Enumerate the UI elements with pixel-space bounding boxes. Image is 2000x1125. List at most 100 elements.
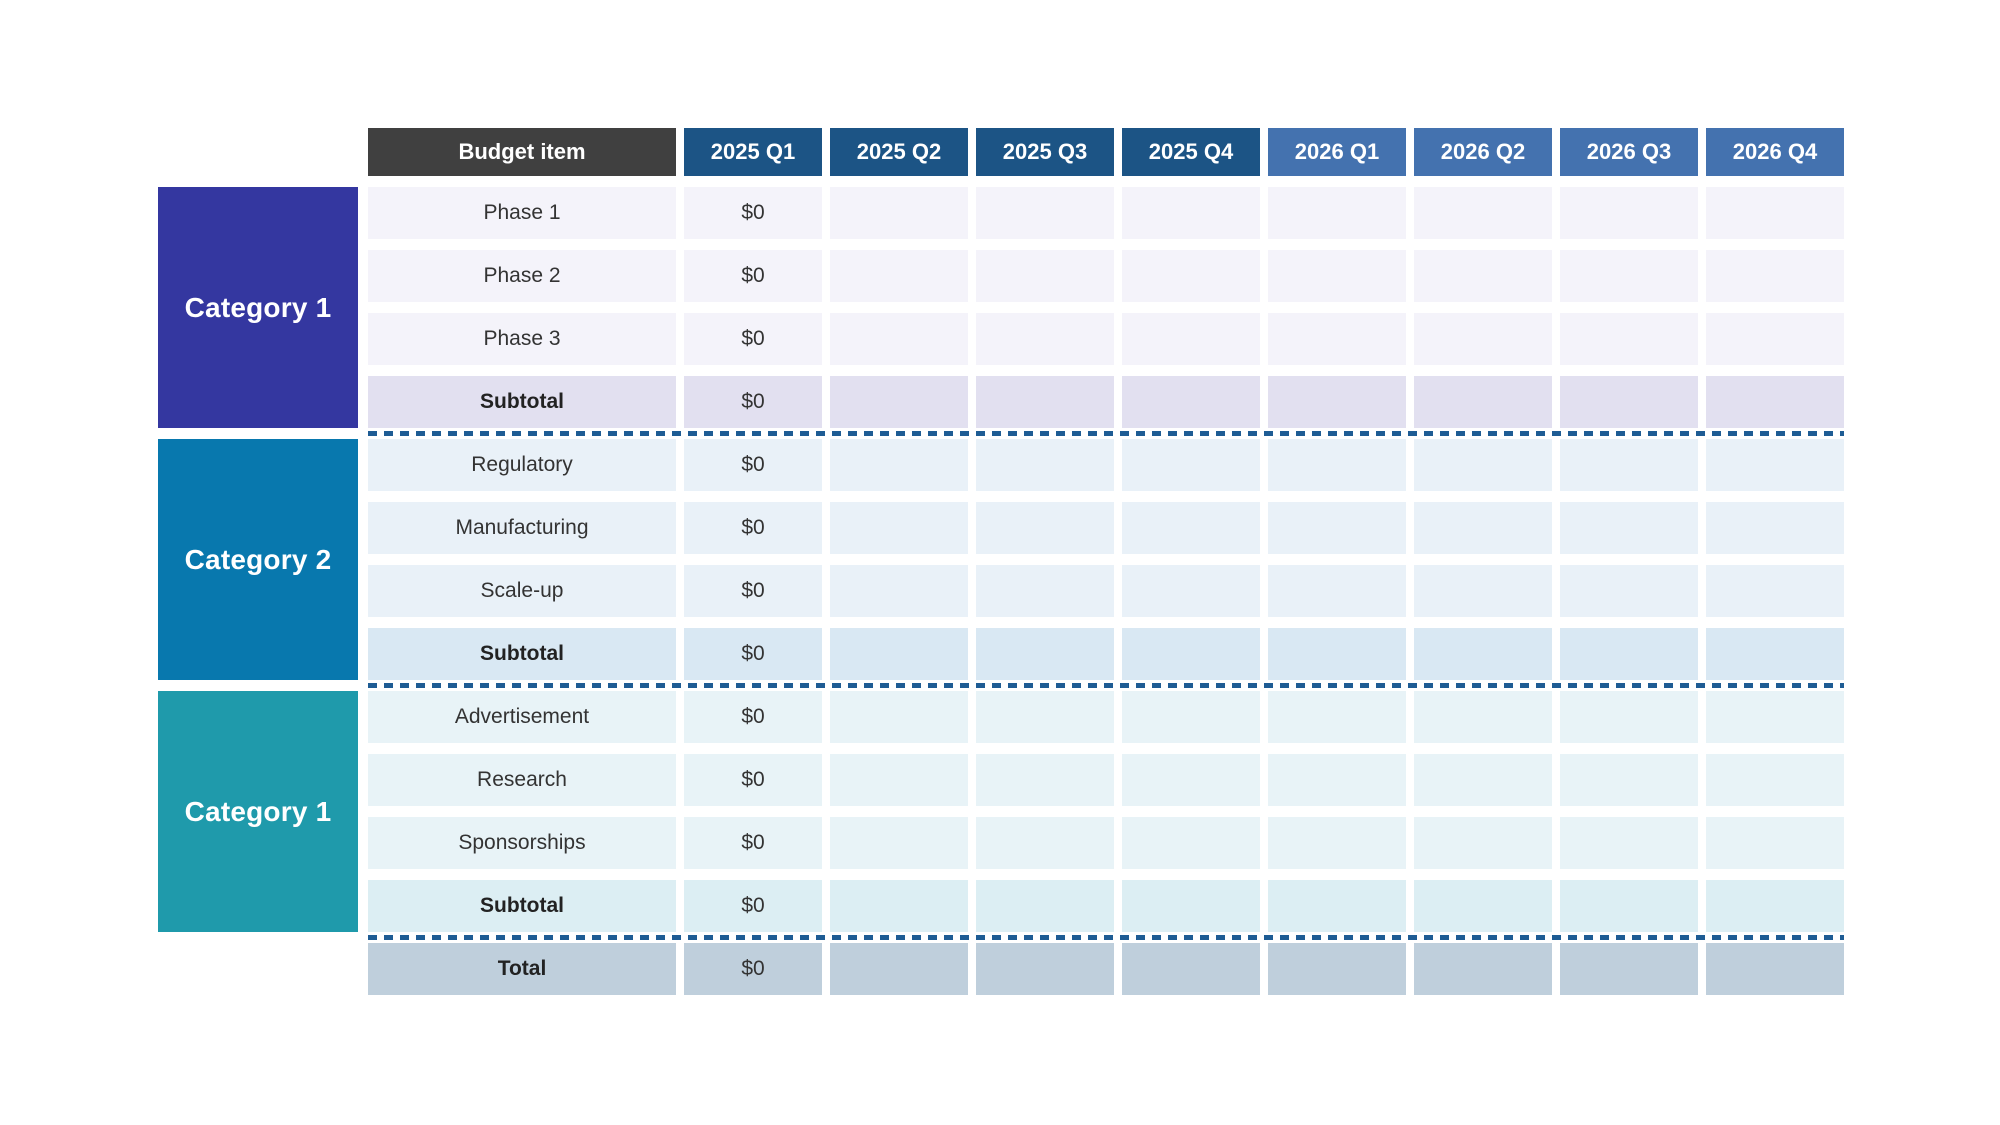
- value-cell: [830, 691, 968, 743]
- row-label: Regulatory: [368, 439, 676, 491]
- value-cell-2025-q1: $0: [684, 754, 822, 806]
- row-label: Phase 1: [368, 187, 676, 239]
- value-cell: [1560, 691, 1698, 743]
- value-cell: [1706, 250, 1844, 302]
- value-cell: [1560, 439, 1698, 491]
- value-cell-2025-q1: $0: [684, 502, 822, 554]
- subtotal-label: Subtotal: [368, 628, 676, 680]
- value-cell: [1268, 313, 1406, 365]
- value-cell: [1560, 628, 1698, 680]
- value-cell-2025-q1: $0: [684, 880, 822, 932]
- value-cell: [1122, 754, 1260, 806]
- row-label: Scale-up: [368, 565, 676, 617]
- value-cell-2025-q1: $0: [684, 187, 822, 239]
- header-budget-item: Budget item: [368, 128, 676, 176]
- value-cell: [1706, 187, 1844, 239]
- value-cell: [1414, 754, 1552, 806]
- value-cell: [830, 187, 968, 239]
- value-cell: [1414, 565, 1552, 617]
- value-cell: [1706, 376, 1844, 428]
- value-cell: [1268, 439, 1406, 491]
- value-cell: [830, 943, 968, 995]
- header-2025-q4: 2025 Q4: [1122, 128, 1260, 176]
- section-separator-3: [368, 935, 1844, 940]
- value-cell: [830, 313, 968, 365]
- value-cell: [1560, 250, 1698, 302]
- value-cell: [1560, 943, 1698, 995]
- subtotal-label: Subtotal: [368, 880, 676, 932]
- value-cell: [1268, 502, 1406, 554]
- category-block-2: Category 2: [158, 439, 358, 680]
- value-cell: [976, 880, 1114, 932]
- value-cell: [1122, 376, 1260, 428]
- value-cell: [1560, 313, 1698, 365]
- row-label: Sponsorships: [368, 817, 676, 869]
- value-cell: [976, 502, 1114, 554]
- value-cell: [1706, 628, 1844, 680]
- value-cell: [1414, 250, 1552, 302]
- value-cell: [1122, 817, 1260, 869]
- value-cell: [1414, 502, 1552, 554]
- value-cell: [1268, 628, 1406, 680]
- value-cell: [1706, 565, 1844, 617]
- value-cell: [976, 628, 1114, 680]
- value-cell: [830, 565, 968, 617]
- value-cell-2025-q1: $0: [684, 376, 822, 428]
- budget-table: Budget item 2025 Q1 2025 Q2 2025 Q3 2025…: [368, 128, 1844, 995]
- value-cell: [1268, 691, 1406, 743]
- row-label: Manufacturing: [368, 502, 676, 554]
- value-cell: [1122, 187, 1260, 239]
- value-cell-2025-q1: $0: [684, 691, 822, 743]
- value-cell: [1268, 754, 1406, 806]
- value-cell: [976, 565, 1114, 617]
- value-cell: [1706, 817, 1844, 869]
- total-label: Total: [368, 943, 676, 995]
- value-cell: [1706, 943, 1844, 995]
- value-cell: [1414, 817, 1552, 869]
- value-cell: [830, 250, 968, 302]
- header-2025-q2: 2025 Q2: [830, 128, 968, 176]
- value-cell: [976, 691, 1114, 743]
- value-cell-2025-q1: $0: [684, 943, 822, 995]
- header-2025-q3: 2025 Q3: [976, 128, 1114, 176]
- value-cell: [830, 439, 968, 491]
- value-cell: [976, 943, 1114, 995]
- value-cell: [976, 313, 1114, 365]
- category-block-3: Category 1: [158, 691, 358, 932]
- value-cell: [1122, 565, 1260, 617]
- value-cell: [1414, 880, 1552, 932]
- value-cell: [830, 754, 968, 806]
- value-cell: [830, 628, 968, 680]
- value-cell: [976, 187, 1114, 239]
- value-cell: [830, 817, 968, 869]
- value-cell: [1560, 565, 1698, 617]
- value-cell: [1560, 376, 1698, 428]
- row-label: Phase 3: [368, 313, 676, 365]
- value-cell: [1706, 439, 1844, 491]
- value-cell: [1414, 313, 1552, 365]
- value-cell: [1122, 313, 1260, 365]
- value-cell: [830, 502, 968, 554]
- value-cell: [1706, 502, 1844, 554]
- value-cell-2025-q1: $0: [684, 565, 822, 617]
- row-label: Research: [368, 754, 676, 806]
- value-cell: [976, 250, 1114, 302]
- value-cell: [1560, 817, 1698, 869]
- value-cell: [1122, 250, 1260, 302]
- value-cell-2025-q1: $0: [684, 817, 822, 869]
- value-cell: [1122, 439, 1260, 491]
- value-cell: [976, 817, 1114, 869]
- subtotal-label: Subtotal: [368, 376, 676, 428]
- value-cell: [1122, 502, 1260, 554]
- value-cell: [976, 376, 1114, 428]
- value-cell: [1560, 754, 1698, 806]
- value-cell-2025-q1: $0: [684, 250, 822, 302]
- value-cell: [1268, 817, 1406, 869]
- value-cell: [1414, 943, 1552, 995]
- value-cell: [1414, 439, 1552, 491]
- row-label: Phase 2: [368, 250, 676, 302]
- value-cell-2025-q1: $0: [684, 439, 822, 491]
- header-2026-q3: 2026 Q3: [1560, 128, 1698, 176]
- value-cell-2025-q1: $0: [684, 313, 822, 365]
- row-label: Advertisement: [368, 691, 676, 743]
